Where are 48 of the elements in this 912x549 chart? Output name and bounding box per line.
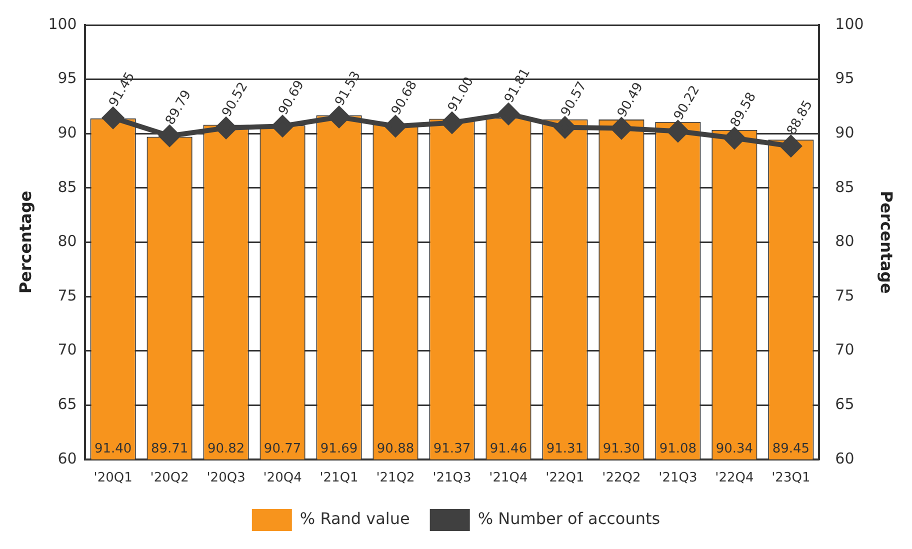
x-tick-label: '20Q2 xyxy=(150,470,189,486)
data-label: 91.30 xyxy=(602,441,640,456)
data-label: 91.40 xyxy=(94,441,132,456)
x-tick-label: '21Q3 xyxy=(658,470,698,486)
y-tick-label: 60 xyxy=(58,449,77,468)
x-tick-label: '20Q4 xyxy=(263,470,302,486)
data-label: 91.46 xyxy=(490,441,528,456)
x-tick-label: '21Q3 xyxy=(432,470,472,486)
data-label: 89.45 xyxy=(772,441,810,456)
data-label: 90.34 xyxy=(716,441,754,456)
y2-tick-label: 85 xyxy=(835,178,854,196)
x-tick-label: '21Q1 xyxy=(320,470,358,486)
y-tick-label: 95 xyxy=(58,69,77,88)
x-tick-label: '22Q4 xyxy=(715,470,754,486)
y2-tick-label: 60 xyxy=(835,449,854,468)
y-tick-label: 80 xyxy=(58,232,77,250)
x-tick-label: '20Q3 xyxy=(206,470,246,486)
x-tick-label: '23Q1 xyxy=(772,470,810,486)
data-label: 90.88 xyxy=(376,441,414,456)
data-label: 90.77 xyxy=(264,441,302,456)
y-tick-label: 85 xyxy=(58,178,77,196)
legend-label: % Rand value xyxy=(300,509,410,528)
y2-tick-label: 65 xyxy=(835,394,854,413)
data-label: 91.31 xyxy=(546,441,584,456)
y-tick-label: 90 xyxy=(58,123,77,142)
x-tick-label: '20Q1 xyxy=(94,470,132,486)
y2-tick-label: 100 xyxy=(835,14,864,33)
y2-tick-label: 80 xyxy=(835,232,854,250)
y-tick-label: 65 xyxy=(58,394,77,413)
x-tick-label: '22Q1 xyxy=(546,470,584,486)
y-tick-label: 100 xyxy=(48,14,77,33)
data-label: 89.71 xyxy=(150,441,188,456)
data-label: 91.69 xyxy=(320,441,358,456)
data-label: 90.82 xyxy=(207,441,245,456)
y2-tick-label: 70 xyxy=(835,340,854,359)
y2-axis-title: Percentage xyxy=(877,190,896,294)
x-tick-label: '22Q2 xyxy=(602,470,641,486)
legend-label: % Number of accounts xyxy=(478,509,660,528)
data-label: 91.37 xyxy=(433,441,471,456)
y2-tick-label: 90 xyxy=(835,123,854,142)
y2-tick-label: 75 xyxy=(835,286,854,304)
y-tick-label: 75 xyxy=(58,286,77,304)
y-axis-title: Percentage xyxy=(16,190,35,294)
y2-tick-label: 95 xyxy=(835,69,854,88)
x-tick-label: '21Q4 xyxy=(489,470,528,486)
data-label: 91.08 xyxy=(659,441,697,456)
x-tick-label: '21Q2 xyxy=(376,470,415,486)
y-tick-label: 70 xyxy=(58,340,77,359)
